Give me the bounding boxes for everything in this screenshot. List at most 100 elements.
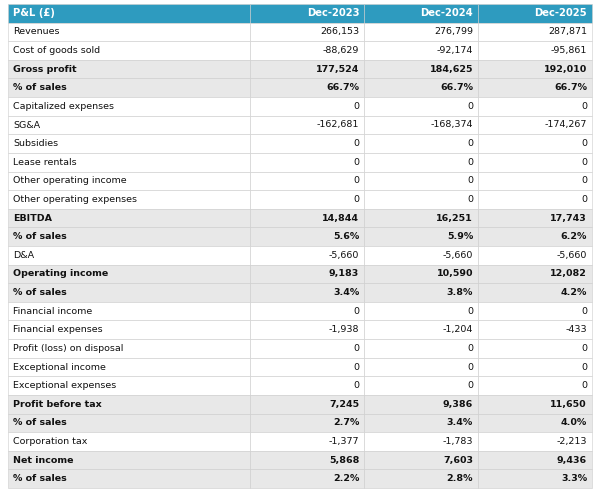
Text: 0: 0 [353,102,359,111]
Bar [364,209,478,227]
Text: 0: 0 [581,139,587,148]
Bar [8,172,250,190]
Bar [250,4,364,23]
Bar [250,469,364,488]
Bar [478,432,592,451]
Bar [250,302,364,320]
Bar [250,414,364,432]
Text: EBITDA: EBITDA [13,214,52,222]
Text: 287,871: 287,871 [548,28,587,36]
Bar [478,4,592,23]
Bar [364,116,478,134]
Bar [478,41,592,60]
Bar [478,395,592,414]
Text: -5,660: -5,660 [443,251,473,260]
Bar [364,376,478,395]
Bar [8,60,250,78]
Text: 7,603: 7,603 [443,456,473,464]
Bar [8,414,250,432]
Bar [364,414,478,432]
Text: -2,213: -2,213 [557,437,587,446]
Bar [250,153,364,172]
Text: 5.6%: 5.6% [333,232,359,241]
Text: -88,629: -88,629 [323,46,359,55]
Text: 0: 0 [467,307,473,316]
Bar [478,320,592,339]
Text: 0: 0 [467,195,473,204]
Text: 0: 0 [467,139,473,148]
Text: 0: 0 [581,307,587,316]
Text: 0: 0 [353,363,359,371]
Text: 0: 0 [467,381,473,390]
Bar [364,227,478,246]
Bar [478,376,592,395]
Bar [364,358,478,376]
Bar [364,320,478,339]
Text: -5,660: -5,660 [329,251,359,260]
Text: Cost of goods sold: Cost of goods sold [13,46,100,55]
Bar [8,358,250,376]
Bar [364,302,478,320]
Text: Exceptional income: Exceptional income [13,363,106,371]
Text: Operating income: Operating income [13,270,108,278]
Bar [364,78,478,97]
Bar [478,265,592,283]
Text: 4.0%: 4.0% [561,418,587,428]
Text: 14,844: 14,844 [322,214,359,222]
Text: -433: -433 [565,325,587,334]
Bar [8,339,250,358]
Text: 9,183: 9,183 [329,270,359,278]
Text: -168,374: -168,374 [431,121,473,129]
Text: Corporation tax: Corporation tax [13,437,88,446]
Text: Financial income: Financial income [13,307,92,316]
Text: Net income: Net income [13,456,74,464]
Text: 0: 0 [467,102,473,111]
Bar [478,190,592,209]
Text: % of sales: % of sales [13,83,67,92]
Text: -1,377: -1,377 [329,437,359,446]
Text: 17,743: 17,743 [550,214,587,222]
Bar [364,469,478,488]
Bar [364,265,478,283]
Text: 266,153: 266,153 [320,28,359,36]
Text: 11,650: 11,650 [550,400,587,409]
Text: 3.4%: 3.4% [447,418,473,428]
Text: 0: 0 [581,158,587,167]
Bar [478,339,592,358]
Text: D&A: D&A [13,251,34,260]
Bar [250,134,364,153]
Text: 3.3%: 3.3% [561,474,587,483]
Text: 276,799: 276,799 [434,28,473,36]
Text: Financial expenses: Financial expenses [13,325,103,334]
Text: 16,251: 16,251 [436,214,473,222]
Bar [478,209,592,227]
Text: % of sales: % of sales [13,418,67,428]
Bar [364,283,478,302]
Bar [364,97,478,116]
Text: 5.9%: 5.9% [447,232,473,241]
Text: 0: 0 [581,102,587,111]
Bar [8,227,250,246]
Bar [8,283,250,302]
Text: SG&A: SG&A [13,121,40,129]
Text: 0: 0 [353,158,359,167]
Bar [8,23,250,41]
Bar [250,320,364,339]
Bar [250,376,364,395]
Text: Exceptional expenses: Exceptional expenses [13,381,116,390]
Bar [478,469,592,488]
Bar [8,451,250,469]
Text: -95,861: -95,861 [551,46,587,55]
Bar [8,97,250,116]
Text: Revenues: Revenues [13,28,59,36]
Text: -92,174: -92,174 [437,46,473,55]
Text: 0: 0 [353,307,359,316]
Text: Profit (loss) on disposal: Profit (loss) on disposal [13,344,124,353]
Text: 66.7%: 66.7% [326,83,359,92]
Bar [478,414,592,432]
Text: 7,245: 7,245 [329,400,359,409]
Text: 0: 0 [581,195,587,204]
Text: 5,868: 5,868 [329,456,359,464]
Bar [250,395,364,414]
Text: 4.2%: 4.2% [560,288,587,297]
